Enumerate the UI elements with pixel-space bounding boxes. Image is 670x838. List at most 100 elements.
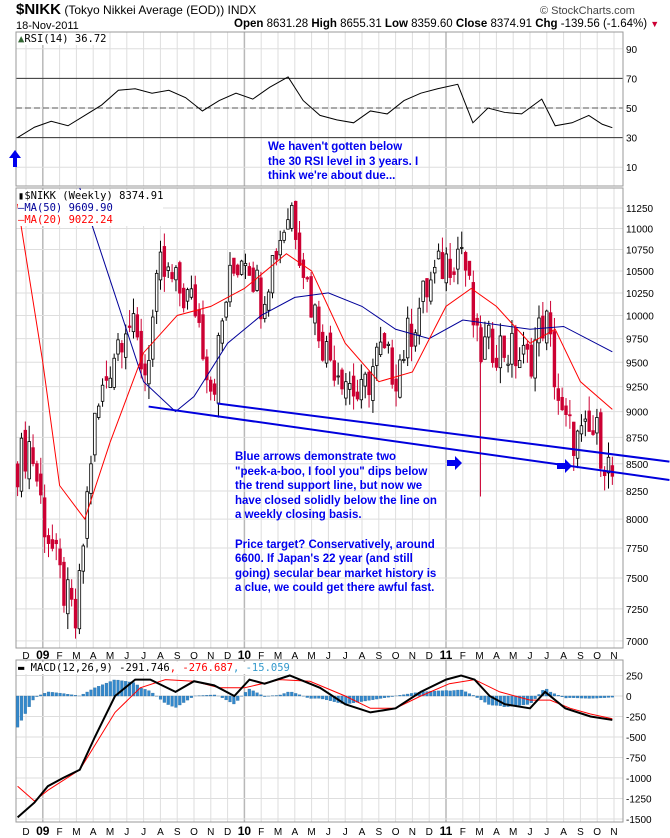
macd-histogram-bar bbox=[552, 693, 556, 697]
candle-down bbox=[564, 405, 568, 416]
macd-histogram-bar bbox=[452, 690, 456, 697]
candle-up bbox=[158, 251, 163, 281]
candle-down bbox=[471, 282, 476, 326]
price-tick-label: 8500 bbox=[626, 460, 649, 471]
macd-histogram-bar bbox=[444, 690, 448, 697]
candle-down bbox=[135, 314, 140, 338]
month-label: M bbox=[274, 651, 282, 662]
chart-title: $NIKK (Tokyo Nikkei Average (EOD)) INDX bbox=[16, 1, 256, 18]
price-tick-label: 7500 bbox=[626, 574, 649, 585]
month-label: M bbox=[274, 827, 282, 838]
month-label: N bbox=[207, 651, 214, 662]
high-label: High bbox=[311, 18, 337, 30]
exchange: INDX bbox=[227, 3, 257, 17]
month-label: A bbox=[291, 651, 298, 662]
candle-down bbox=[525, 343, 530, 350]
price-tick-label: 9750 bbox=[626, 335, 649, 346]
macd-histogram-bar bbox=[610, 695, 614, 698]
symbol-name: (Tokyo Nikkei Average (EOD)) bbox=[64, 3, 225, 17]
candle-up bbox=[81, 545, 85, 572]
month-label: S bbox=[375, 651, 382, 662]
month-label: 09 bbox=[36, 824, 50, 838]
month-label: A bbox=[359, 827, 366, 838]
price-legend-text: $NIKK (Weekly) 8374.91 bbox=[24, 190, 164, 202]
candle-up bbox=[386, 343, 391, 346]
month-label: O bbox=[593, 651, 601, 662]
macd-tick-label: -500 bbox=[626, 733, 646, 744]
month-label: A bbox=[157, 651, 164, 662]
candle-down bbox=[560, 396, 564, 411]
macd-histogram-bar bbox=[290, 691, 294, 697]
macd-histogram-bar bbox=[591, 695, 595, 699]
macd-histogram-bar bbox=[576, 695, 580, 699]
candle-up bbox=[510, 332, 514, 365]
macd-histogram-bar bbox=[328, 695, 332, 701]
ohlc-summary: Open 8631.28 High 8655.31 Low 8359.60 Cl… bbox=[234, 18, 659, 30]
macd-histogram-bar bbox=[54, 692, 58, 697]
candle-up bbox=[417, 307, 421, 336]
month-label: F bbox=[57, 651, 63, 662]
month-label: F bbox=[460, 827, 466, 838]
candle-up bbox=[344, 381, 348, 399]
candle-up bbox=[336, 375, 340, 378]
macd-histogram-bar bbox=[367, 695, 371, 701]
candle-down bbox=[321, 331, 325, 361]
candle-down bbox=[301, 259, 306, 278]
macd-histogram-bar bbox=[189, 695, 193, 698]
month-label: J bbox=[343, 651, 348, 662]
price-tick-label: 9000 bbox=[626, 408, 649, 419]
candle-down bbox=[293, 200, 298, 240]
macd-histogram-bar bbox=[599, 695, 603, 699]
macd-histogram-bar bbox=[363, 695, 367, 702]
rsi-legend-text: RSI(14) 36.72 bbox=[24, 33, 107, 45]
candle-down bbox=[35, 463, 39, 482]
macd-histogram-bar bbox=[73, 695, 78, 697]
candle-up bbox=[517, 360, 522, 369]
blue-right-arrow-icon bbox=[557, 459, 572, 473]
macd-histogram-bar bbox=[255, 692, 259, 697]
candle-up bbox=[131, 313, 136, 333]
month-label: F bbox=[460, 651, 466, 662]
rsi-annotation: We haven't gotten below the 30 RSI level… bbox=[268, 141, 419, 183]
candle-down bbox=[181, 287, 186, 309]
macd-histogram-bar bbox=[402, 694, 406, 697]
candle-down bbox=[556, 388, 560, 401]
close-value: 8374.91 bbox=[490, 18, 533, 30]
price-legend: ▮$NIKK (Weekly) 8374.91 —MA(50) 9609.90 … bbox=[18, 190, 164, 226]
candle-icon: ▮ bbox=[18, 190, 25, 202]
month-label: M bbox=[509, 651, 517, 662]
macd-histogram-bar bbox=[23, 695, 27, 714]
month-label: O bbox=[190, 827, 198, 838]
candle-down bbox=[548, 312, 553, 335]
candle-up bbox=[348, 383, 352, 390]
month-label: M bbox=[72, 827, 80, 838]
month-label: M bbox=[307, 827, 315, 838]
month-label: F bbox=[258, 827, 264, 838]
macd-histogram-bar bbox=[236, 695, 240, 701]
macd-histogram-bar bbox=[460, 689, 464, 697]
down-triangle-icon: ▼ bbox=[650, 19, 660, 29]
macd-histogram-bar bbox=[209, 694, 213, 697]
macd-value: -291.746 bbox=[119, 662, 170, 674]
month-label: J bbox=[124, 827, 129, 838]
candle-down bbox=[209, 379, 213, 392]
candle-down bbox=[591, 430, 595, 435]
candle-up bbox=[595, 417, 599, 434]
macd-histogram-bar bbox=[595, 695, 599, 699]
candle-down bbox=[127, 325, 132, 328]
candle-up bbox=[112, 357, 116, 388]
trend-support-line bbox=[217, 402, 670, 463]
macd-histogram-bar bbox=[85, 691, 89, 697]
macd-histogram-bar bbox=[174, 695, 178, 708]
macd-histogram-bar bbox=[560, 695, 564, 697]
candle-up bbox=[174, 267, 178, 281]
macd-name: MACD(12,26,9) bbox=[30, 662, 113, 674]
candle-down bbox=[236, 264, 240, 276]
candle-down bbox=[382, 333, 387, 349]
macd-histogram-bar bbox=[58, 692, 62, 697]
month-label: M bbox=[106, 827, 114, 838]
macd-signal-line bbox=[17, 679, 613, 802]
candle-up bbox=[483, 336, 487, 360]
macd-histogram-bar bbox=[66, 694, 70, 697]
